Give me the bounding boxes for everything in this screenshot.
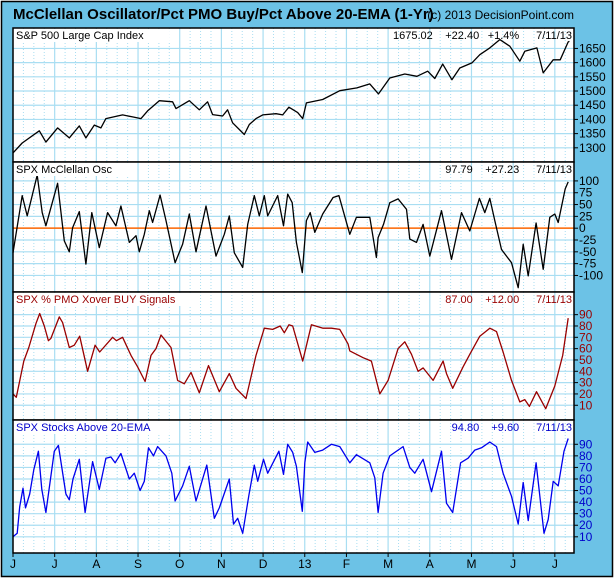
readout-change: +12.00 bbox=[485, 294, 519, 306]
y-tick-label: 50 bbox=[579, 484, 593, 498]
y-tick-label: 60 bbox=[579, 342, 593, 356]
y-tick-label: 90 bbox=[579, 437, 593, 451]
y-tick-label: 70 bbox=[579, 330, 593, 344]
y-tick-label: 80 bbox=[579, 449, 593, 463]
readout-value: 1675.02 bbox=[393, 30, 433, 42]
x-tick-label: D bbox=[259, 557, 268, 571]
y-tick-label: 30 bbox=[579, 507, 593, 521]
y-tick-label: 50 bbox=[579, 353, 593, 367]
y-tick-label: 1500 bbox=[579, 84, 606, 98]
x-tick-label: J bbox=[552, 557, 558, 571]
readout-change: +27.23 bbox=[485, 164, 519, 176]
x-tick-label: M bbox=[466, 557, 476, 571]
readout-value: 97.79 bbox=[445, 164, 473, 176]
readout-change: +22.40 bbox=[445, 30, 479, 42]
copyright-text: (c) 2013 DecisionPoint.com bbox=[427, 8, 574, 22]
readout-date: 7/11/13 bbox=[536, 164, 572, 176]
y-tick-label: 10 bbox=[579, 398, 593, 412]
series-line-price bbox=[12, 38, 570, 154]
readout-value: 94.80 bbox=[452, 422, 480, 434]
y-tick-label: 20 bbox=[579, 518, 593, 532]
series-line-ema bbox=[12, 438, 569, 538]
y-tick-label: 30 bbox=[579, 376, 593, 390]
panel-title: SPX Stocks Above 20-EMA bbox=[16, 422, 151, 434]
y-tick-label: 80 bbox=[579, 319, 593, 333]
x-tick-label: M bbox=[383, 557, 393, 571]
panel-plot-area bbox=[13, 420, 574, 553]
readout-change: +9.60 bbox=[491, 422, 519, 434]
panel-title: SPX McClellan Osc bbox=[16, 164, 112, 176]
y-tick-label: 20 bbox=[579, 387, 593, 401]
panel-border bbox=[12, 419, 575, 554]
chart-title: McClellan Oscillator/Pct PMO Buy/Pct Abo… bbox=[13, 6, 434, 23]
panel-label-bg bbox=[14, 421, 170, 434]
series-line-mcclellan bbox=[12, 174, 569, 289]
y-tick-label: 1600 bbox=[579, 56, 606, 70]
y-tick-label: 90 bbox=[579, 308, 593, 322]
x-tick-label: J bbox=[510, 557, 516, 571]
y-tick-label: 60 bbox=[579, 472, 593, 486]
y-tick-label: 100 bbox=[579, 174, 599, 188]
x-tick-label: O bbox=[175, 557, 184, 571]
y-tick-label: -75 bbox=[579, 257, 597, 271]
y-tick-label: -50 bbox=[579, 245, 597, 259]
readout-date: 7/11/13 bbox=[536, 422, 572, 434]
panel-title: S&P 500 Large Cap Index bbox=[16, 30, 144, 42]
y-tick-label: 25 bbox=[579, 209, 593, 223]
y-tick-label: 75 bbox=[579, 186, 593, 200]
panel-plot-area bbox=[13, 292, 574, 420]
y-tick-label: 1300 bbox=[579, 141, 606, 155]
series-line-pmo bbox=[12, 312, 569, 410]
panel-label-bg bbox=[14, 293, 197, 306]
panel-title: SPX % PMO Xover BUY Signals bbox=[16, 294, 176, 306]
x-tick-label: J bbox=[10, 557, 16, 571]
y-tick-label: 1400 bbox=[579, 112, 606, 126]
y-tick-label: 40 bbox=[579, 495, 593, 509]
y-tick-label: 40 bbox=[579, 364, 593, 378]
readout-date: 7/11/13 bbox=[536, 30, 572, 42]
readout-pct: +1.4% bbox=[488, 30, 520, 42]
panel-label-bg bbox=[14, 29, 170, 42]
y-tick-label: 1350 bbox=[579, 127, 606, 141]
x-tick-label: F bbox=[343, 557, 350, 571]
y-tick-label: 0 bbox=[579, 221, 586, 235]
y-tick-label: -100 bbox=[579, 268, 603, 282]
readout-value: 87.00 bbox=[445, 294, 473, 306]
y-tick-label: 1650 bbox=[579, 41, 606, 55]
panel-label-bg bbox=[14, 163, 131, 176]
x-tick-label: N bbox=[217, 557, 226, 571]
x-tick-label: A bbox=[92, 557, 100, 571]
y-tick-label: 70 bbox=[579, 460, 593, 474]
x-tick-label: 13 bbox=[298, 557, 312, 571]
y-tick-label: -25 bbox=[579, 233, 597, 247]
y-tick-label: 50 bbox=[579, 198, 593, 212]
y-tick-label: 1550 bbox=[579, 70, 606, 84]
readout-date: 7/11/13 bbox=[536, 294, 572, 306]
x-tick-label: S bbox=[134, 557, 142, 571]
x-tick-label: A bbox=[426, 557, 434, 571]
y-tick-label: 10 bbox=[579, 530, 593, 544]
y-tick-label: 1450 bbox=[579, 98, 606, 112]
x-tick-label: J bbox=[52, 557, 58, 571]
